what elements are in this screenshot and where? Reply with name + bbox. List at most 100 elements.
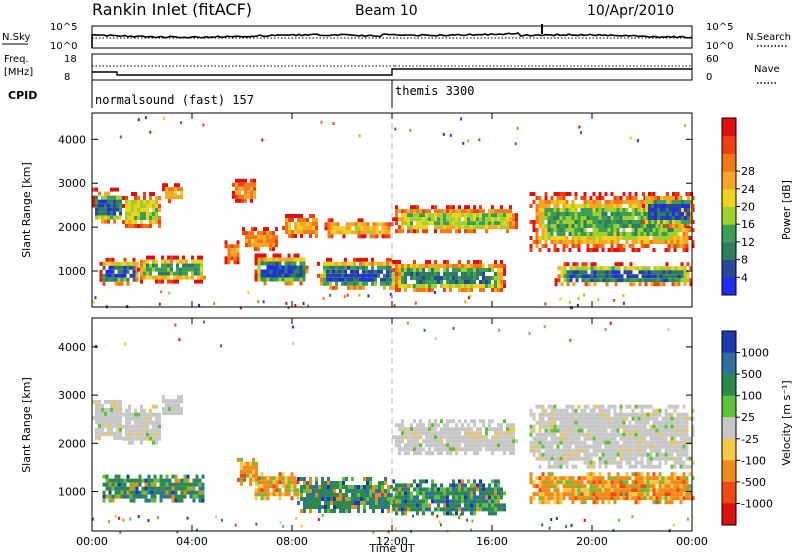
velocity-cell	[404, 503, 407, 508]
velocity-cell	[108, 478, 112, 483]
power-cell	[553, 212, 557, 216]
velocity-cell	[395, 499, 398, 504]
velocity-cell	[401, 487, 404, 492]
power-cell	[544, 200, 548, 204]
velocity-cell	[428, 491, 431, 496]
velocity-cell	[473, 487, 476, 492]
velocity-cell	[583, 452, 587, 457]
velocity-cell	[318, 501, 321, 505]
power-cell	[673, 232, 677, 236]
velocity-cell	[143, 432, 146, 437]
velocity-cell	[631, 452, 635, 457]
velocity-cell	[275, 484, 279, 489]
power-cell	[398, 280, 401, 284]
power-cell	[345, 226, 349, 231]
power-cell	[266, 273, 270, 278]
power-cell	[578, 266, 582, 271]
power-cell	[329, 257, 332, 262]
power-cell	[580, 216, 584, 220]
power-cell	[443, 221, 446, 226]
power-cell	[614, 262, 618, 267]
power-cell	[371, 277, 374, 282]
velocity-cell	[309, 497, 312, 501]
velocity-cell	[503, 503, 506, 508]
velocity-band-1	[122, 404, 161, 445]
velocity-cell	[592, 488, 596, 493]
velocity-cell	[604, 432, 608, 437]
power-cell	[378, 222, 382, 227]
velocity-cell	[497, 439, 500, 444]
velocity-cell	[284, 484, 288, 489]
power-cell	[601, 232, 605, 236]
velocity-cell	[336, 485, 339, 489]
velocity-cell	[682, 476, 686, 481]
velocity-cell	[535, 440, 539, 445]
freq-label-line2: [MHz]	[4, 67, 33, 78]
velocity-cell	[416, 451, 419, 456]
velocity-cell	[488, 483, 491, 488]
velocity-cell	[544, 428, 548, 433]
velocity-cell	[434, 487, 437, 492]
power-cell	[341, 277, 344, 282]
velocity-cell	[473, 443, 476, 448]
velocity-cell	[266, 480, 270, 485]
velocity-cell	[610, 496, 614, 501]
power-cell	[146, 255, 149, 260]
velocity-cell	[541, 444, 545, 449]
power-cell	[553, 204, 557, 208]
power-cell	[140, 275, 143, 280]
velocity-cell	[455, 447, 458, 452]
velocity-cell	[255, 473, 258, 478]
power-cell	[101, 211, 104, 216]
velocity-cell	[128, 424, 131, 429]
power-cell	[338, 261, 341, 266]
velocity-cell	[431, 443, 434, 448]
velocity-cell	[553, 456, 557, 461]
velocity-cell	[369, 485, 372, 489]
velocity-colorbar-segment	[722, 331, 736, 354]
power-cell	[188, 267, 191, 272]
power-cell	[235, 194, 238, 199]
power-cell	[383, 281, 386, 286]
power-cell	[637, 216, 641, 220]
velocity-cell	[318, 493, 321, 497]
power-cell	[583, 200, 587, 204]
velocity-cell	[123, 486, 127, 491]
power-cell	[233, 260, 237, 265]
velocity-cell	[616, 452, 620, 457]
power-cell	[455, 225, 458, 230]
power-cell	[580, 228, 584, 232]
velocity-cell	[98, 403, 101, 408]
velocity-cell	[404, 447, 407, 452]
power-cell	[158, 196, 161, 200]
velocity-cell	[592, 500, 596, 505]
power-cell	[482, 221, 485, 226]
velocity-cell	[458, 487, 461, 492]
velocity-cell	[607, 432, 611, 437]
power-cell	[625, 224, 629, 228]
velocity-cell	[101, 419, 104, 424]
velocity-cell	[673, 464, 677, 469]
power-cell	[491, 217, 494, 222]
velocity-cell	[452, 491, 455, 496]
power-cell	[146, 271, 149, 276]
velocity-cell	[646, 404, 650, 409]
power-cell	[587, 266, 591, 271]
power-cell	[476, 276, 479, 280]
velocity-cell	[577, 452, 581, 457]
velocity-cell	[252, 469, 255, 474]
power-cell	[497, 225, 500, 230]
power-cell	[235, 198, 238, 203]
power-colorbar-segment	[722, 224, 736, 243]
power-cell	[425, 221, 428, 226]
power-scatter-cell	[409, 128, 412, 132]
velocity-cell	[410, 495, 413, 500]
power-cell	[389, 281, 392, 286]
velocity-cell	[98, 431, 101, 436]
velocity-cell	[670, 444, 674, 449]
power-cell	[306, 222, 309, 226]
power-cell	[574, 212, 578, 216]
power-cell	[482, 213, 485, 218]
power-cell	[599, 266, 603, 271]
power-cell	[167, 259, 170, 264]
